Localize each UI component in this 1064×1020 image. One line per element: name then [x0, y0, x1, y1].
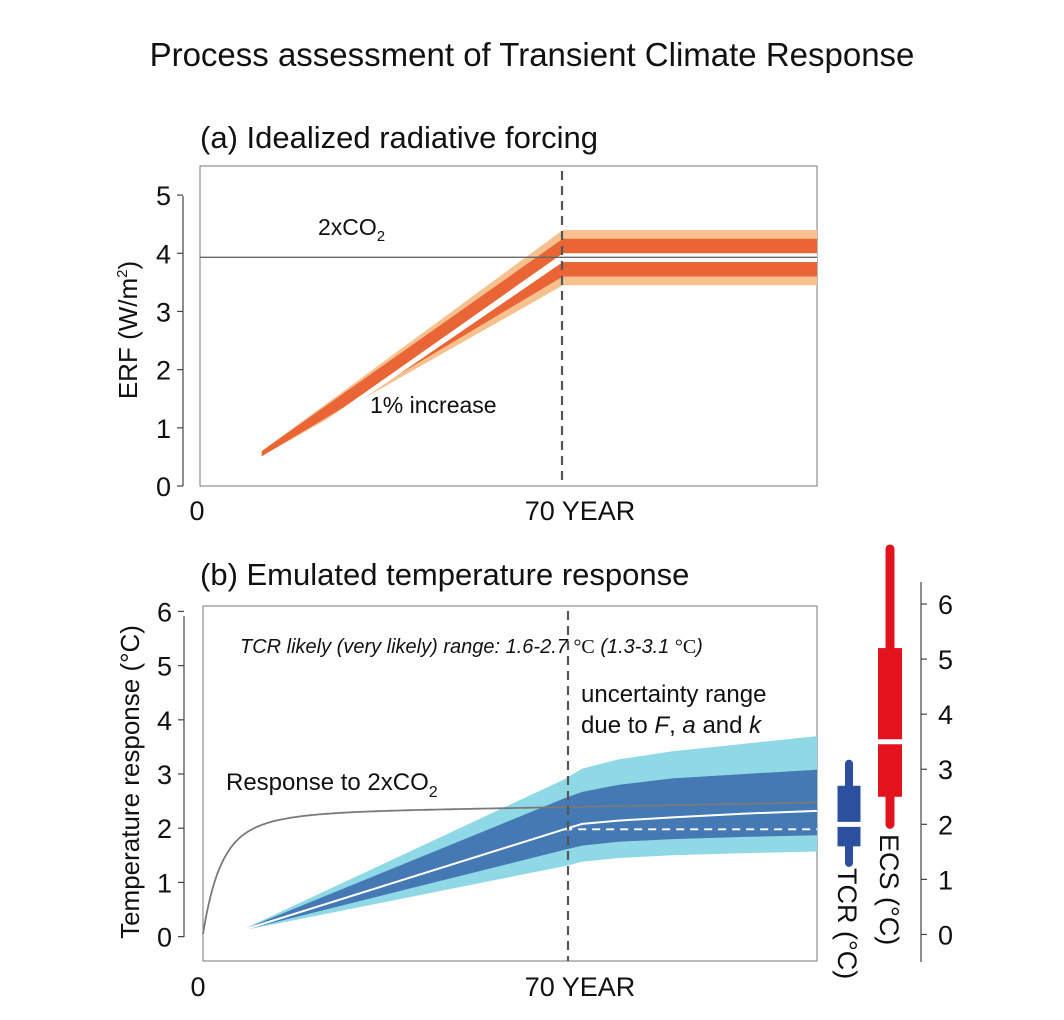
- panel-a-bands: [261, 230, 817, 469]
- panel-a-y-tick-label: 3: [156, 297, 171, 327]
- sensitivity-axis: 0 1 2 3 4 5 6: [920, 582, 953, 962]
- panel-a-y-tick-label: 0: [156, 472, 171, 502]
- sensitivity-axis-tick-label: 4: [938, 700, 953, 730]
- ecs-label: ECS (°C): [874, 834, 904, 945]
- sensitivity-axis-tick-label: 3: [938, 755, 953, 785]
- panel-b-2xco2-response-curve: [202, 801, 818, 935]
- panel-b-y-tick-label: 6: [157, 597, 172, 627]
- panel-a-y-tick-label: 5: [156, 181, 171, 211]
- panel-b-y-tick-label: 5: [157, 652, 172, 682]
- ecs-likely-bar: [878, 648, 902, 797]
- panel-a-x-label-70-year: 70 YEAR: [525, 496, 636, 526]
- panel-b-y-axis: 0 1 2 3 4 5 6: [157, 597, 185, 953]
- panel-b-bands: [202, 736, 818, 935]
- sensitivity-axis-tick-label: 5: [938, 645, 953, 675]
- panel-a-frame: [199, 165, 818, 487]
- sensitivity-axis-tick-label: 2: [938, 810, 953, 840]
- sensitivity-axis-tick-label: 0: [938, 920, 953, 950]
- sensitivity-axis-tick-label: 6: [938, 590, 953, 620]
- panel-a-1pct-label: 1% increase: [370, 392, 497, 418]
- panel-a-y-label: ERF (W/m2): [113, 261, 143, 399]
- panel-b-title: (b) Emulated temperature response: [200, 557, 689, 592]
- panel-a-y-tick-label: 1: [156, 414, 171, 444]
- sensitivity-bars: 0 1 2 3 4 5 6 TCR (°C) ECS (°C): [832, 544, 953, 979]
- panel-b-response-label: Response to 2xCO2: [226, 769, 438, 801]
- panel-a-title: (a) Idealized radiative forcing: [200, 120, 598, 155]
- panel-b-y-tick-label: 1: [157, 868, 172, 898]
- panel-b-x-label-zero: 0: [190, 972, 205, 1002]
- panel-a-2xco2-label: 2xCO2: [318, 214, 385, 245]
- sensitivity-axis-tick-label: 1: [938, 865, 953, 895]
- panel-b-likely-band: [239, 769, 818, 932]
- panel-b-y-tick-label: 4: [157, 706, 172, 736]
- figure-title: Process assessment of Transient Climate …: [150, 36, 915, 73]
- panel-b-y-tick-label: 2: [157, 814, 172, 844]
- panel-b-tcr-range-text: TCR likely (very likely) range: 1.6-2.7 …: [240, 636, 703, 658]
- panel-a: (a) Idealized radiative forcing 2xCO2 1%…: [113, 120, 818, 526]
- panel-b: (b) Emulated temperature response TCR li…: [115, 557, 818, 1002]
- panel-a-x-label-zero: 0: [189, 496, 204, 526]
- panel-a-y-tick-label: 2: [156, 356, 171, 386]
- sensitivity-bar-shapes: [835, 544, 904, 867]
- panel-b-y-tick-label: 0: [157, 923, 172, 953]
- panel-a-y-tick-label: 4: [156, 239, 171, 269]
- tcr-label: TCR (°C): [832, 868, 862, 979]
- panel-b-y-tick-label: 3: [157, 760, 172, 790]
- panel-b-y-label: Temperature response (°C): [115, 625, 145, 939]
- panel-b-x-label-70-year: 70 YEAR: [525, 972, 636, 1002]
- tcr-likely-bar: [837, 785, 861, 847]
- panel-b-uncertainty-line1: uncertainty range: [581, 681, 766, 708]
- panel-a-y-axis: 0 1 2 3 4 5: [156, 181, 184, 502]
- panel-b-uncertainty-line2: due to F, a and k: [581, 712, 763, 739]
